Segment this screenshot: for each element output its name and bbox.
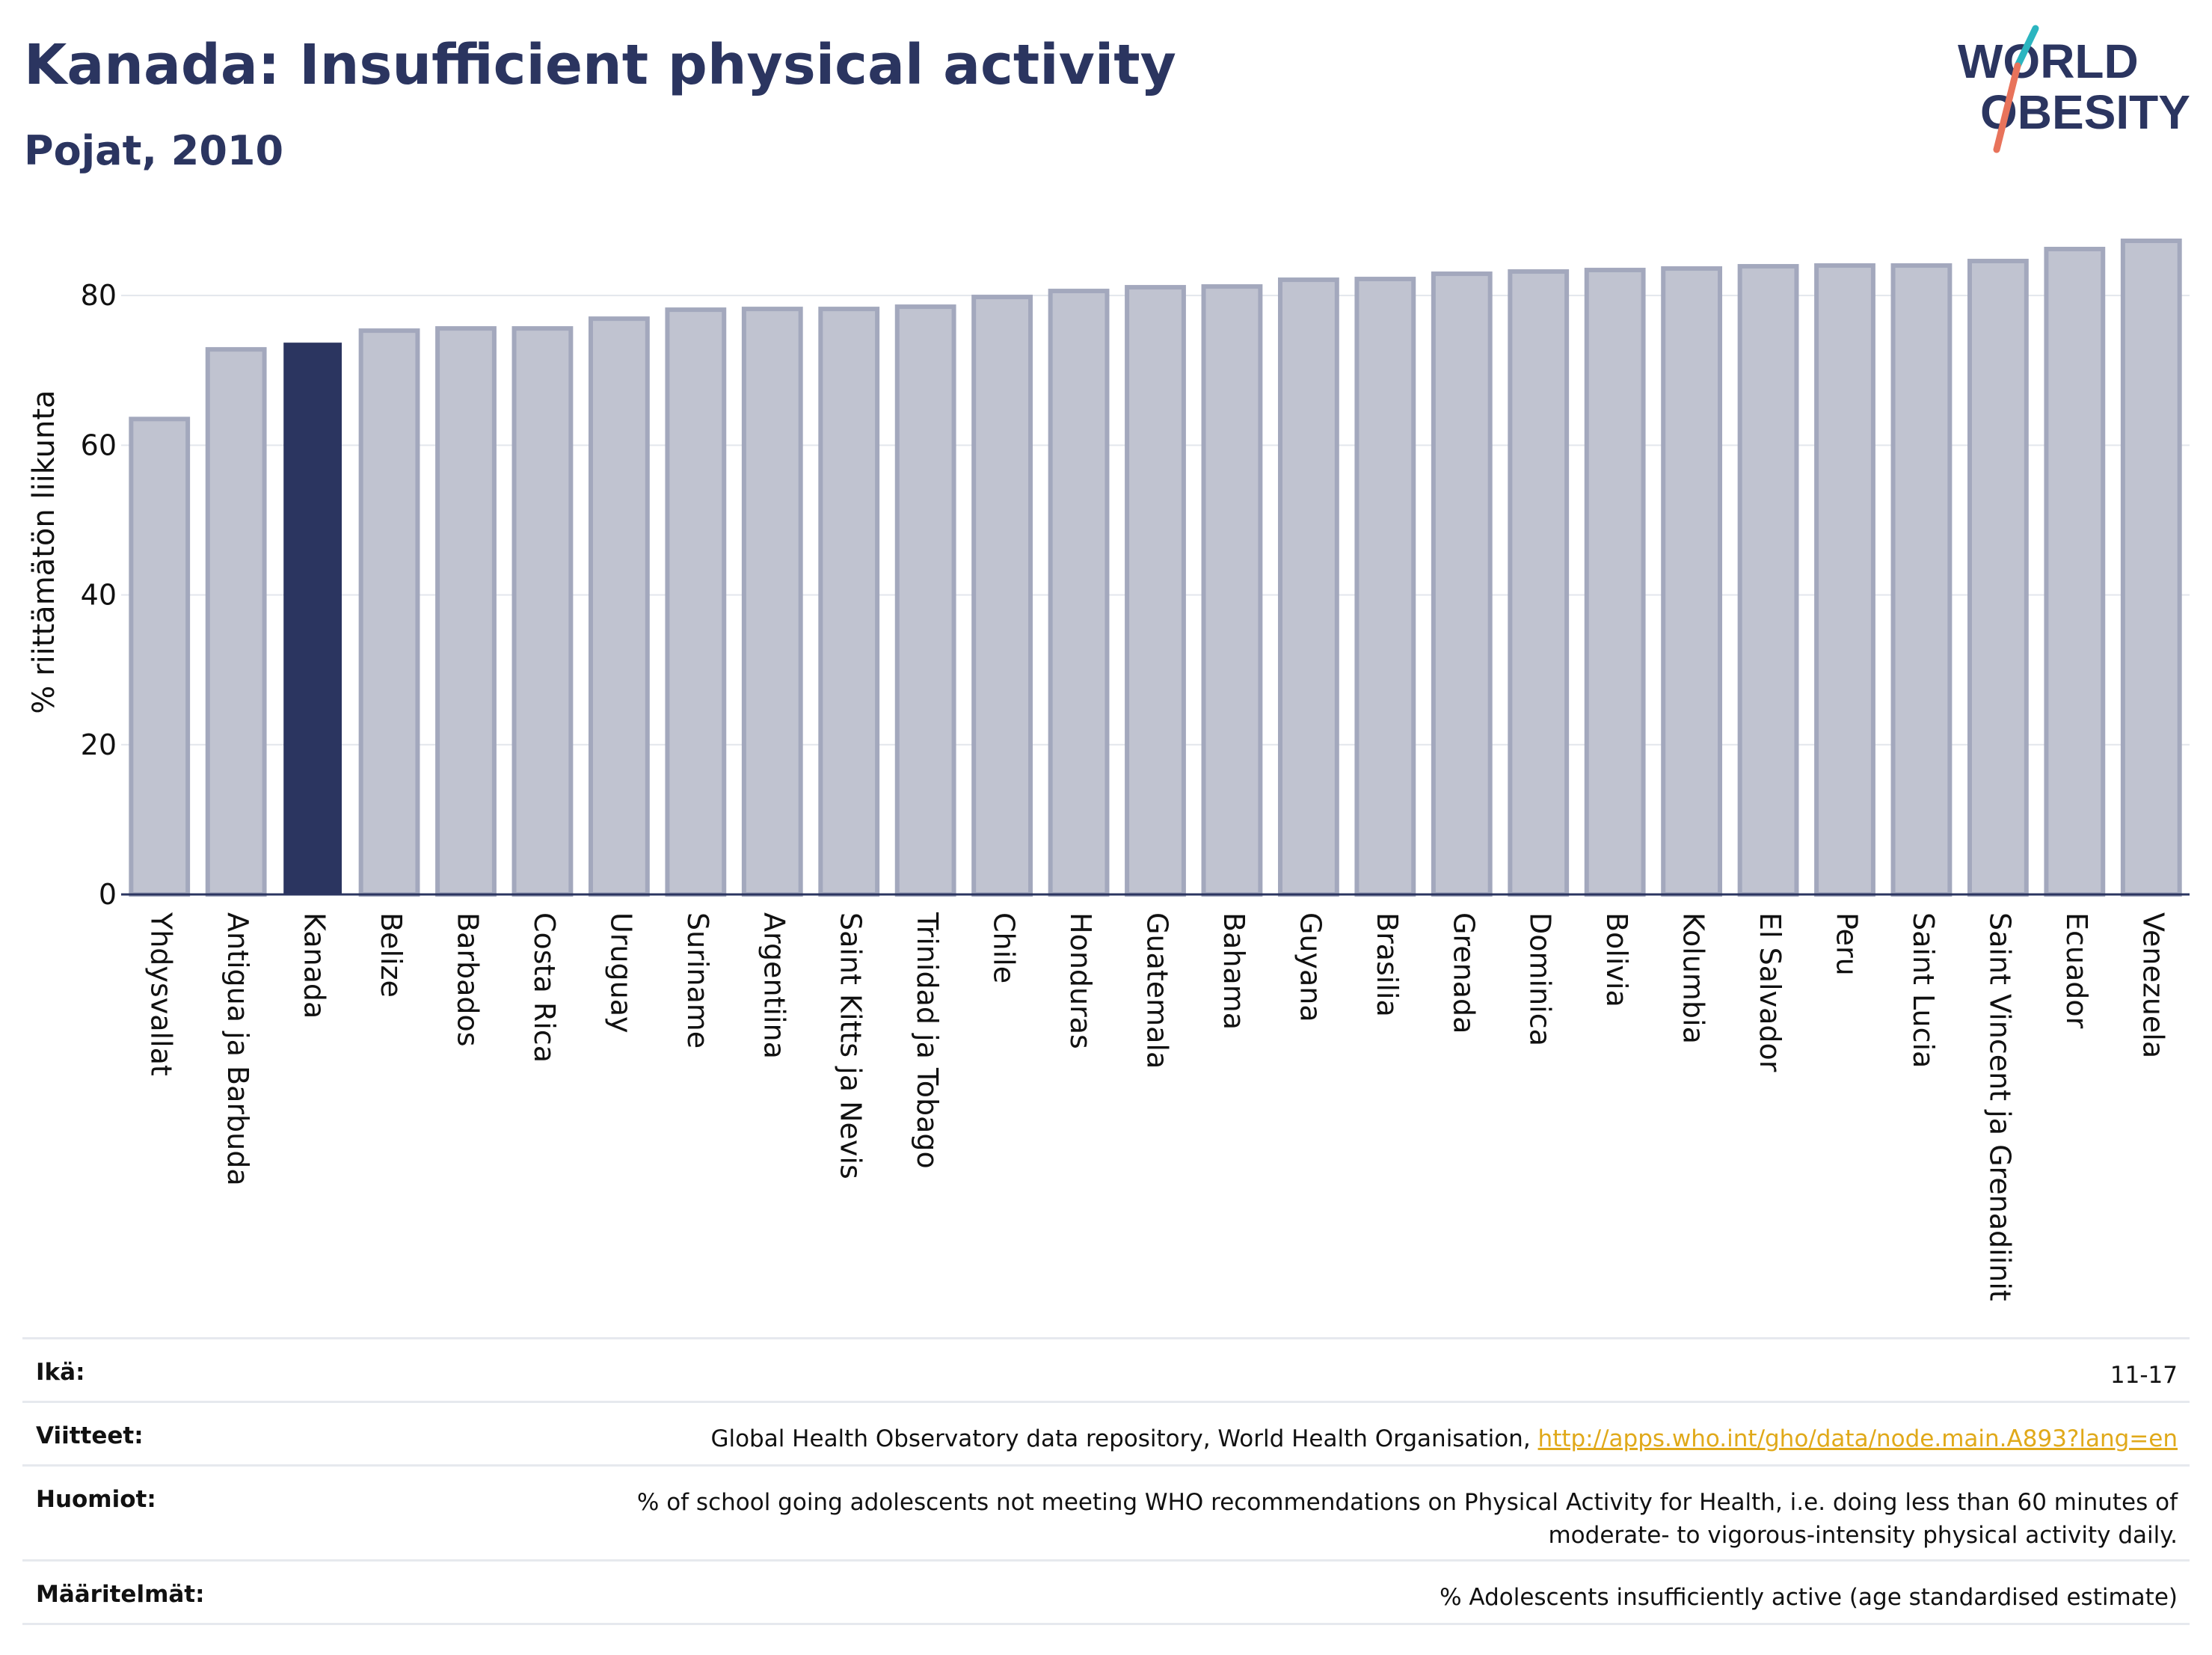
bar-yhdysvallat [129,417,191,897]
x-tick-label-kanada: Kanada [298,912,331,1019]
bar-el-salvador [1737,264,1799,897]
bar-saint-lucia [1890,263,1953,897]
x-tick-label-barbados: Barbados [452,912,485,1047]
chart-title: Kanada: Insufficient physical activity [24,33,1176,97]
x-tick-label-honduras: Honduras [1064,912,1097,1049]
notes-line1: % of school going adolescents not meetin… [636,1489,2178,1516]
y-tick-label: 40 [81,579,117,612]
bar-guyana [1277,277,1339,897]
notes-value: % of school going adolescents not meetin… [637,1486,2178,1552]
definitions-value: % Adolescents insufficiently active (age… [1440,1584,2178,1611]
chart-subtitle: Pojat, 2010 [24,127,284,174]
bar-uruguay [588,316,650,897]
bar-kolumbia [1661,266,1723,897]
x-tick-label-saint-lucia: Saint Lucia [1907,912,1940,1068]
logo-line1: WORLD [1958,34,2139,88]
x-tick-label-yhdysvallat: Yhdysvallat [145,912,178,1076]
info-row-notes: Huomiot: % of school going adolescents n… [22,1464,2190,1559]
logo-slash-top [2014,25,2039,70]
bar-costa-rica [511,326,574,897]
x-tick-label-saint-vincent-ja-grenadiinit: Saint Vincent ja Grenadiinit [1983,912,2016,1301]
bar-saint-vincent-ja-grenadiinit [1967,259,2029,897]
bar-brasilia [1354,277,1416,897]
bar-guatemala [1125,285,1186,897]
bar-trinidad-ja-tobago [894,304,956,897]
bar-bahama [1201,284,1263,897]
x-tick-label-el-salvador: El Salvador [1754,912,1787,1072]
x-tick-label-ecuador: Ecuador [2060,912,2093,1029]
x-tick-label-brasilia: Brasilia [1371,912,1404,1017]
y-tick-labels: 0 20 40 60 80 [81,279,117,911]
x-tick-label-dominica: Dominica [1524,912,1557,1046]
age-label: Ikä: [36,1359,85,1386]
bars [129,239,2182,897]
x-tick-label-saint-kitts-ja-nevis: Saint Kitts ja Nevis [835,912,867,1179]
bar-chile [971,295,1033,897]
bar-chart: 0 20 40 60 80 Yhdysvallat Antigua ja Barbuda K… [27,239,2190,1301]
x-tick-label-trinidad-ja-tobago: Trinidad ja Tobago [911,912,944,1169]
bar-peru [1814,263,1875,897]
bar-antigua-ja-barbuda [205,347,267,897]
x-tick-label-bolivia: Bolivia [1600,912,1633,1007]
x-tick-label-guatemala: Guatemala [1141,912,1174,1069]
x-tick-label-antigua-ja-barbuda: Antigua ja Barbuda [221,912,254,1186]
bar-kanada [283,343,342,895]
bar-belize [358,328,420,897]
info-table: Ikä: 11-17 Viitteet: Global Health Obser… [22,1337,2190,1625]
x-tick-label-uruguay: Uruguay [604,912,637,1034]
info-row-definitions: Määritelmät: % Adolescents insufficientl… [22,1559,2190,1625]
world-obesity-logo: WORLD OBESITY [1958,25,2190,153]
y-tick-label: 0 [99,878,117,911]
x-tick-label-costa-rica: Costa Rica [528,912,561,1063]
logo-slash-bottom [1993,62,2021,153]
bar-suriname [665,307,727,897]
bar-venezuela [2120,239,2182,897]
bar-ecuador [2044,247,2106,897]
y-tick-label: 80 [81,279,117,312]
x-tick-label-bahama: Bahama [1217,912,1250,1030]
info-row-references: Viitteet: Global Health Observatory data… [22,1401,2190,1464]
references-label: Viitteet: [36,1422,144,1449]
x-tick-label-venezuela: Venezuela [2136,912,2169,1058]
x-tick-label-chile: Chile [988,912,1021,983]
notes-line2: moderate- to vigorous-intensity physical… [1548,1522,2178,1549]
y-tick-label: 60 [81,429,117,461]
x-tick-label-peru: Peru [1831,912,1864,976]
info-row-age: Ikä: 11-17 [22,1337,2190,1401]
x-tick-label-kolumbia: Kolumbia [1677,912,1710,1044]
y-axis-label: % riittämätön liikunta [27,390,61,713]
x-tick-labels: Yhdysvallat Antigua ja Barbuda Kanada Beliz… [145,912,2170,1301]
age-value: 11-17 [2110,1362,2178,1389]
bar-bolivia [1584,268,1646,897]
notes-label: Huomiot: [36,1486,156,1513]
references-value: Global Health Observatory data repositor… [710,1422,2178,1455]
bar-dominica [1508,269,1570,897]
x-tick-label-guyana: Guyana [1294,912,1327,1022]
definitions-label: Määritelmät: [36,1581,205,1608]
bar-saint-kitts-ja-nevis [818,307,880,897]
references-text: Global Health Observatory data repositor… [710,1425,1538,1452]
bar-grenada [1431,271,1493,897]
bar-argentiina [741,307,803,897]
y-tick-label: 20 [81,728,117,761]
x-tick-label-argentiina: Argentiina [758,912,790,1059]
bar-barbados [435,326,497,897]
references-link[interactable]: http://apps.who.int/gho/data/node.main.A… [1537,1425,2178,1452]
bar-honduras [1048,289,1110,897]
x-tick-label-grenada: Grenada [1447,912,1480,1034]
logo-line2: OBESITY [1980,85,2190,139]
x-tick-label-belize: Belize [375,912,408,998]
x-tick-label-suriname: Suriname [681,912,714,1048]
